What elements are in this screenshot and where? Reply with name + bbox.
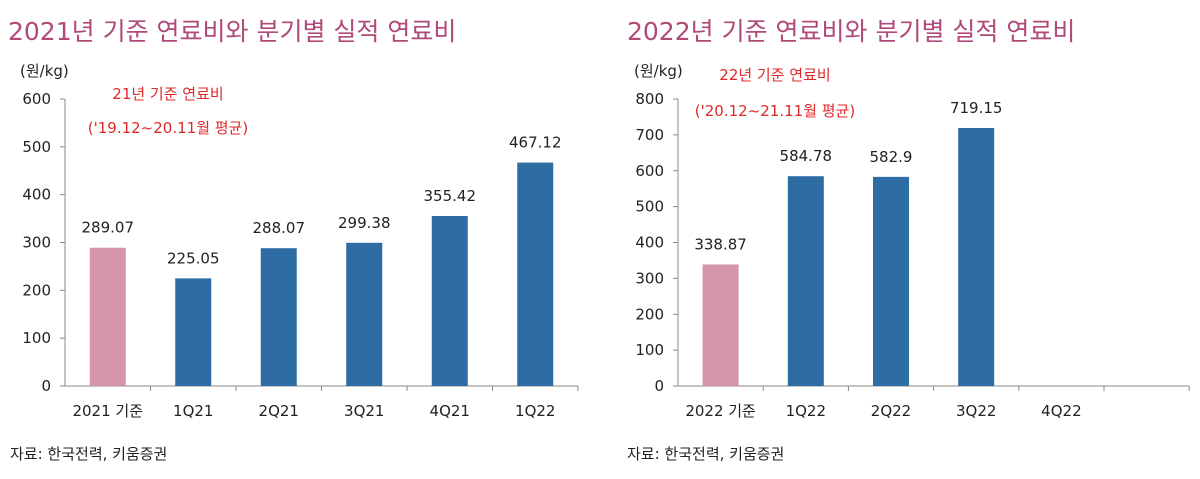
y-tick-label: 300 (22, 234, 51, 252)
y-tick-label: 0 (41, 377, 51, 395)
y-tick-label: 300 (635, 269, 664, 287)
data-label: 467.12 (509, 134, 562, 152)
chart-title-2021: 2021년 기준 연료비와 분기별 실적 연료비 (8, 17, 457, 46)
x-tick-label: 2Q21 (259, 402, 299, 420)
bar-2021-기준 (89, 247, 126, 386)
data-label: 338.87 (694, 235, 747, 253)
bar-4Q21 (431, 215, 468, 386)
x-tick-label: 1Q22 (786, 402, 826, 420)
bar-1Q22 (517, 162, 554, 386)
y-tick-label: 500 (22, 138, 51, 156)
y-tick-label: 600 (22, 90, 51, 108)
y-tick-label: 700 (635, 126, 664, 144)
bar-3Q21 (346, 242, 383, 386)
chart-title-2022: 2022년 기준 연료비와 분기별 실적 연료비 (627, 17, 1076, 46)
bar-2Q21 (260, 248, 297, 386)
y-tick-label: 500 (635, 198, 664, 216)
data-label: 288.07 (253, 219, 306, 237)
data-label: 355.42 (424, 187, 477, 205)
bar-3Q22 (958, 128, 995, 386)
source-note-2021: 자료: 한국전력, 키움증권 (10, 445, 168, 463)
bar-2Q22 (873, 176, 909, 386)
x-tick-label: 3Q22 (956, 402, 996, 420)
y-axis-unit-label: (원/kg) (20, 62, 69, 80)
data-label: 719.15 (950, 99, 1003, 117)
baseline-annotation: ('20.12~21.11월 평균) (695, 102, 855, 120)
bar-2022-기준 (702, 264, 739, 386)
y-tick-label: 400 (635, 234, 664, 252)
y-tick-label: 200 (22, 281, 51, 299)
source-note-2022: 자료: 한국전력, 키움증권 (627, 445, 785, 463)
y-tick-label: 200 (635, 305, 664, 323)
y-tick-label: 0 (654, 377, 664, 395)
x-tick-label: 1Q22 (515, 402, 555, 420)
data-label: 582.9 (870, 148, 913, 166)
data-label: 225.05 (167, 249, 220, 267)
y-tick-label: 100 (635, 341, 664, 359)
baseline-annotation: 22년 기준 연료비 (719, 66, 830, 84)
baseline-annotation: ('19.12~20.11월 평균) (88, 119, 248, 137)
x-tick-label: 4Q22 (1041, 402, 1081, 420)
x-tick-label: 2021 기준 (72, 402, 143, 420)
x-tick-label: 4Q21 (430, 402, 470, 420)
x-tick-label: 3Q21 (344, 402, 384, 420)
y-tick-label: 400 (22, 186, 51, 204)
y-tick-label: 100 (22, 329, 51, 347)
data-label: 289.07 (82, 219, 135, 237)
y-axis-unit-label: (원/kg) (634, 62, 683, 80)
bar-1Q21 (175, 278, 212, 386)
baseline-annotation: 21년 기준 연료비 (112, 85, 223, 103)
data-label: 584.78 (780, 147, 833, 165)
x-tick-label: 1Q21 (173, 402, 213, 420)
data-label: 299.38 (338, 214, 391, 232)
bar-1Q22 (787, 176, 824, 386)
y-tick-label: 800 (635, 90, 664, 108)
x-tick-label: 2022 기준 (685, 402, 756, 420)
x-tick-label: 2Q22 (871, 402, 911, 420)
y-tick-label: 600 (635, 162, 664, 180)
